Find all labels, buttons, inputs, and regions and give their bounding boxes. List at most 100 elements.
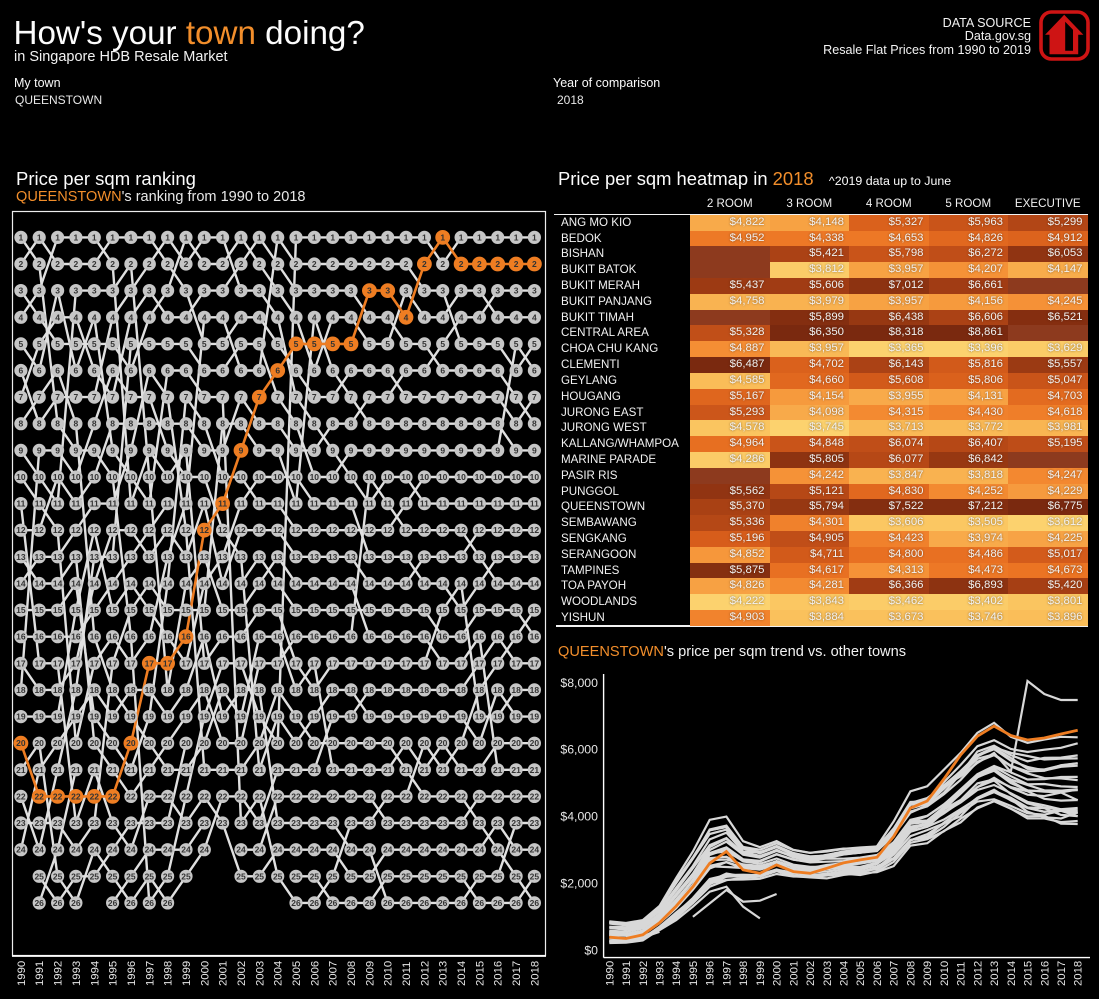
svg-text:21: 21	[401, 765, 411, 775]
svg-text:5: 5	[165, 339, 170, 349]
svg-text:13: 13	[200, 552, 210, 562]
svg-text:21: 21	[383, 765, 393, 775]
svg-text:13: 13	[456, 552, 466, 562]
svg-text:9: 9	[202, 445, 207, 455]
svg-text:19: 19	[200, 712, 210, 722]
svg-text:4: 4	[129, 312, 134, 322]
svg-text:7: 7	[19, 392, 24, 402]
svg-text:21: 21	[530, 765, 540, 775]
svg-text:9: 9	[92, 445, 97, 455]
svg-text:18: 18	[511, 685, 521, 695]
svg-text:8: 8	[367, 419, 372, 429]
svg-text:15: 15	[53, 605, 63, 615]
svg-text:24: 24	[16, 845, 26, 855]
svg-text:16: 16	[16, 632, 26, 642]
svg-text:20: 20	[438, 738, 448, 748]
svg-text:3: 3	[312, 286, 317, 296]
svg-text:3: 3	[367, 286, 372, 296]
svg-text:8: 8	[55, 419, 60, 429]
svg-text:3: 3	[239, 286, 244, 296]
svg-text:26: 26	[456, 898, 466, 908]
svg-text:19: 19	[511, 712, 521, 722]
svg-text:3: 3	[74, 286, 79, 296]
svg-text:19: 19	[236, 712, 246, 722]
svg-text:1: 1	[19, 232, 24, 242]
svg-text:8: 8	[532, 419, 537, 429]
svg-text:21: 21	[310, 765, 320, 775]
svg-text:26: 26	[126, 898, 136, 908]
svg-text:11: 11	[71, 499, 80, 509]
svg-text:8: 8	[239, 419, 244, 429]
svg-text:1: 1	[202, 232, 207, 242]
svg-text:16: 16	[493, 632, 503, 642]
svg-text:4: 4	[514, 312, 519, 322]
svg-text:14: 14	[108, 579, 118, 589]
svg-text:19: 19	[328, 712, 338, 722]
svg-text:18: 18	[346, 685, 356, 695]
svg-text:19: 19	[218, 712, 228, 722]
svg-text:16: 16	[438, 632, 448, 642]
svg-text:17: 17	[420, 658, 430, 668]
svg-text:17: 17	[90, 658, 100, 668]
svg-text:20: 20	[163, 738, 173, 748]
svg-text:18: 18	[181, 685, 191, 695]
svg-text:11: 11	[255, 499, 264, 509]
svg-text:26: 26	[53, 898, 63, 908]
svg-text:17: 17	[218, 658, 228, 668]
svg-text:23: 23	[475, 818, 485, 828]
svg-text:5: 5	[459, 339, 464, 349]
svg-text:1997: 1997	[144, 961, 156, 986]
svg-text:12: 12	[163, 525, 173, 535]
svg-text:2: 2	[55, 259, 60, 269]
svg-text:4: 4	[440, 312, 445, 322]
svg-text:20: 20	[328, 738, 338, 748]
svg-text:$2,000: $2,000	[560, 877, 598, 891]
svg-text:23: 23	[328, 818, 338, 828]
svg-text:11: 11	[200, 499, 209, 509]
svg-text:17: 17	[163, 658, 173, 668]
svg-text:19: 19	[273, 712, 283, 722]
svg-text:4: 4	[294, 312, 299, 322]
svg-text:13: 13	[438, 552, 448, 562]
svg-text:21: 21	[16, 765, 26, 775]
svg-text:21: 21	[108, 765, 118, 775]
svg-text:2013: 2013	[989, 961, 1001, 986]
svg-text:10: 10	[401, 472, 411, 482]
svg-text:25: 25	[328, 871, 338, 881]
svg-text:14: 14	[181, 579, 191, 589]
svg-text:10: 10	[456, 472, 466, 482]
svg-text:16: 16	[511, 632, 521, 642]
svg-text:7: 7	[184, 392, 189, 402]
svg-text:26: 26	[34, 898, 44, 908]
svg-text:25: 25	[34, 871, 44, 881]
svg-text:1: 1	[330, 232, 335, 242]
svg-text:2016: 2016	[1039, 961, 1051, 986]
svg-text:7: 7	[459, 392, 464, 402]
svg-text:17: 17	[511, 658, 521, 668]
svg-text:2002: 2002	[805, 961, 817, 986]
svg-text:23: 23	[401, 818, 411, 828]
svg-text:2012: 2012	[419, 961, 431, 986]
svg-text:2: 2	[330, 259, 335, 269]
svg-text:16: 16	[475, 632, 485, 642]
svg-text:23: 23	[145, 818, 155, 828]
svg-text:8: 8	[92, 419, 97, 429]
svg-text:15: 15	[511, 605, 521, 615]
svg-text:5: 5	[37, 339, 42, 349]
svg-text:5: 5	[19, 339, 24, 349]
svg-text:14: 14	[328, 579, 338, 589]
svg-text:25: 25	[511, 871, 521, 881]
svg-text:17: 17	[145, 658, 155, 668]
svg-text:23: 23	[493, 818, 503, 828]
svg-text:15: 15	[365, 605, 375, 615]
svg-text:19: 19	[475, 712, 485, 722]
svg-text:21: 21	[255, 765, 265, 775]
svg-text:2015: 2015	[1023, 961, 1035, 986]
svg-text:9: 9	[477, 445, 482, 455]
svg-text:21: 21	[90, 765, 100, 775]
svg-text:20: 20	[310, 738, 320, 748]
svg-text:5: 5	[532, 339, 537, 349]
svg-text:26: 26	[71, 898, 81, 908]
svg-text:2010: 2010	[383, 961, 395, 986]
svg-text:1: 1	[349, 232, 354, 242]
